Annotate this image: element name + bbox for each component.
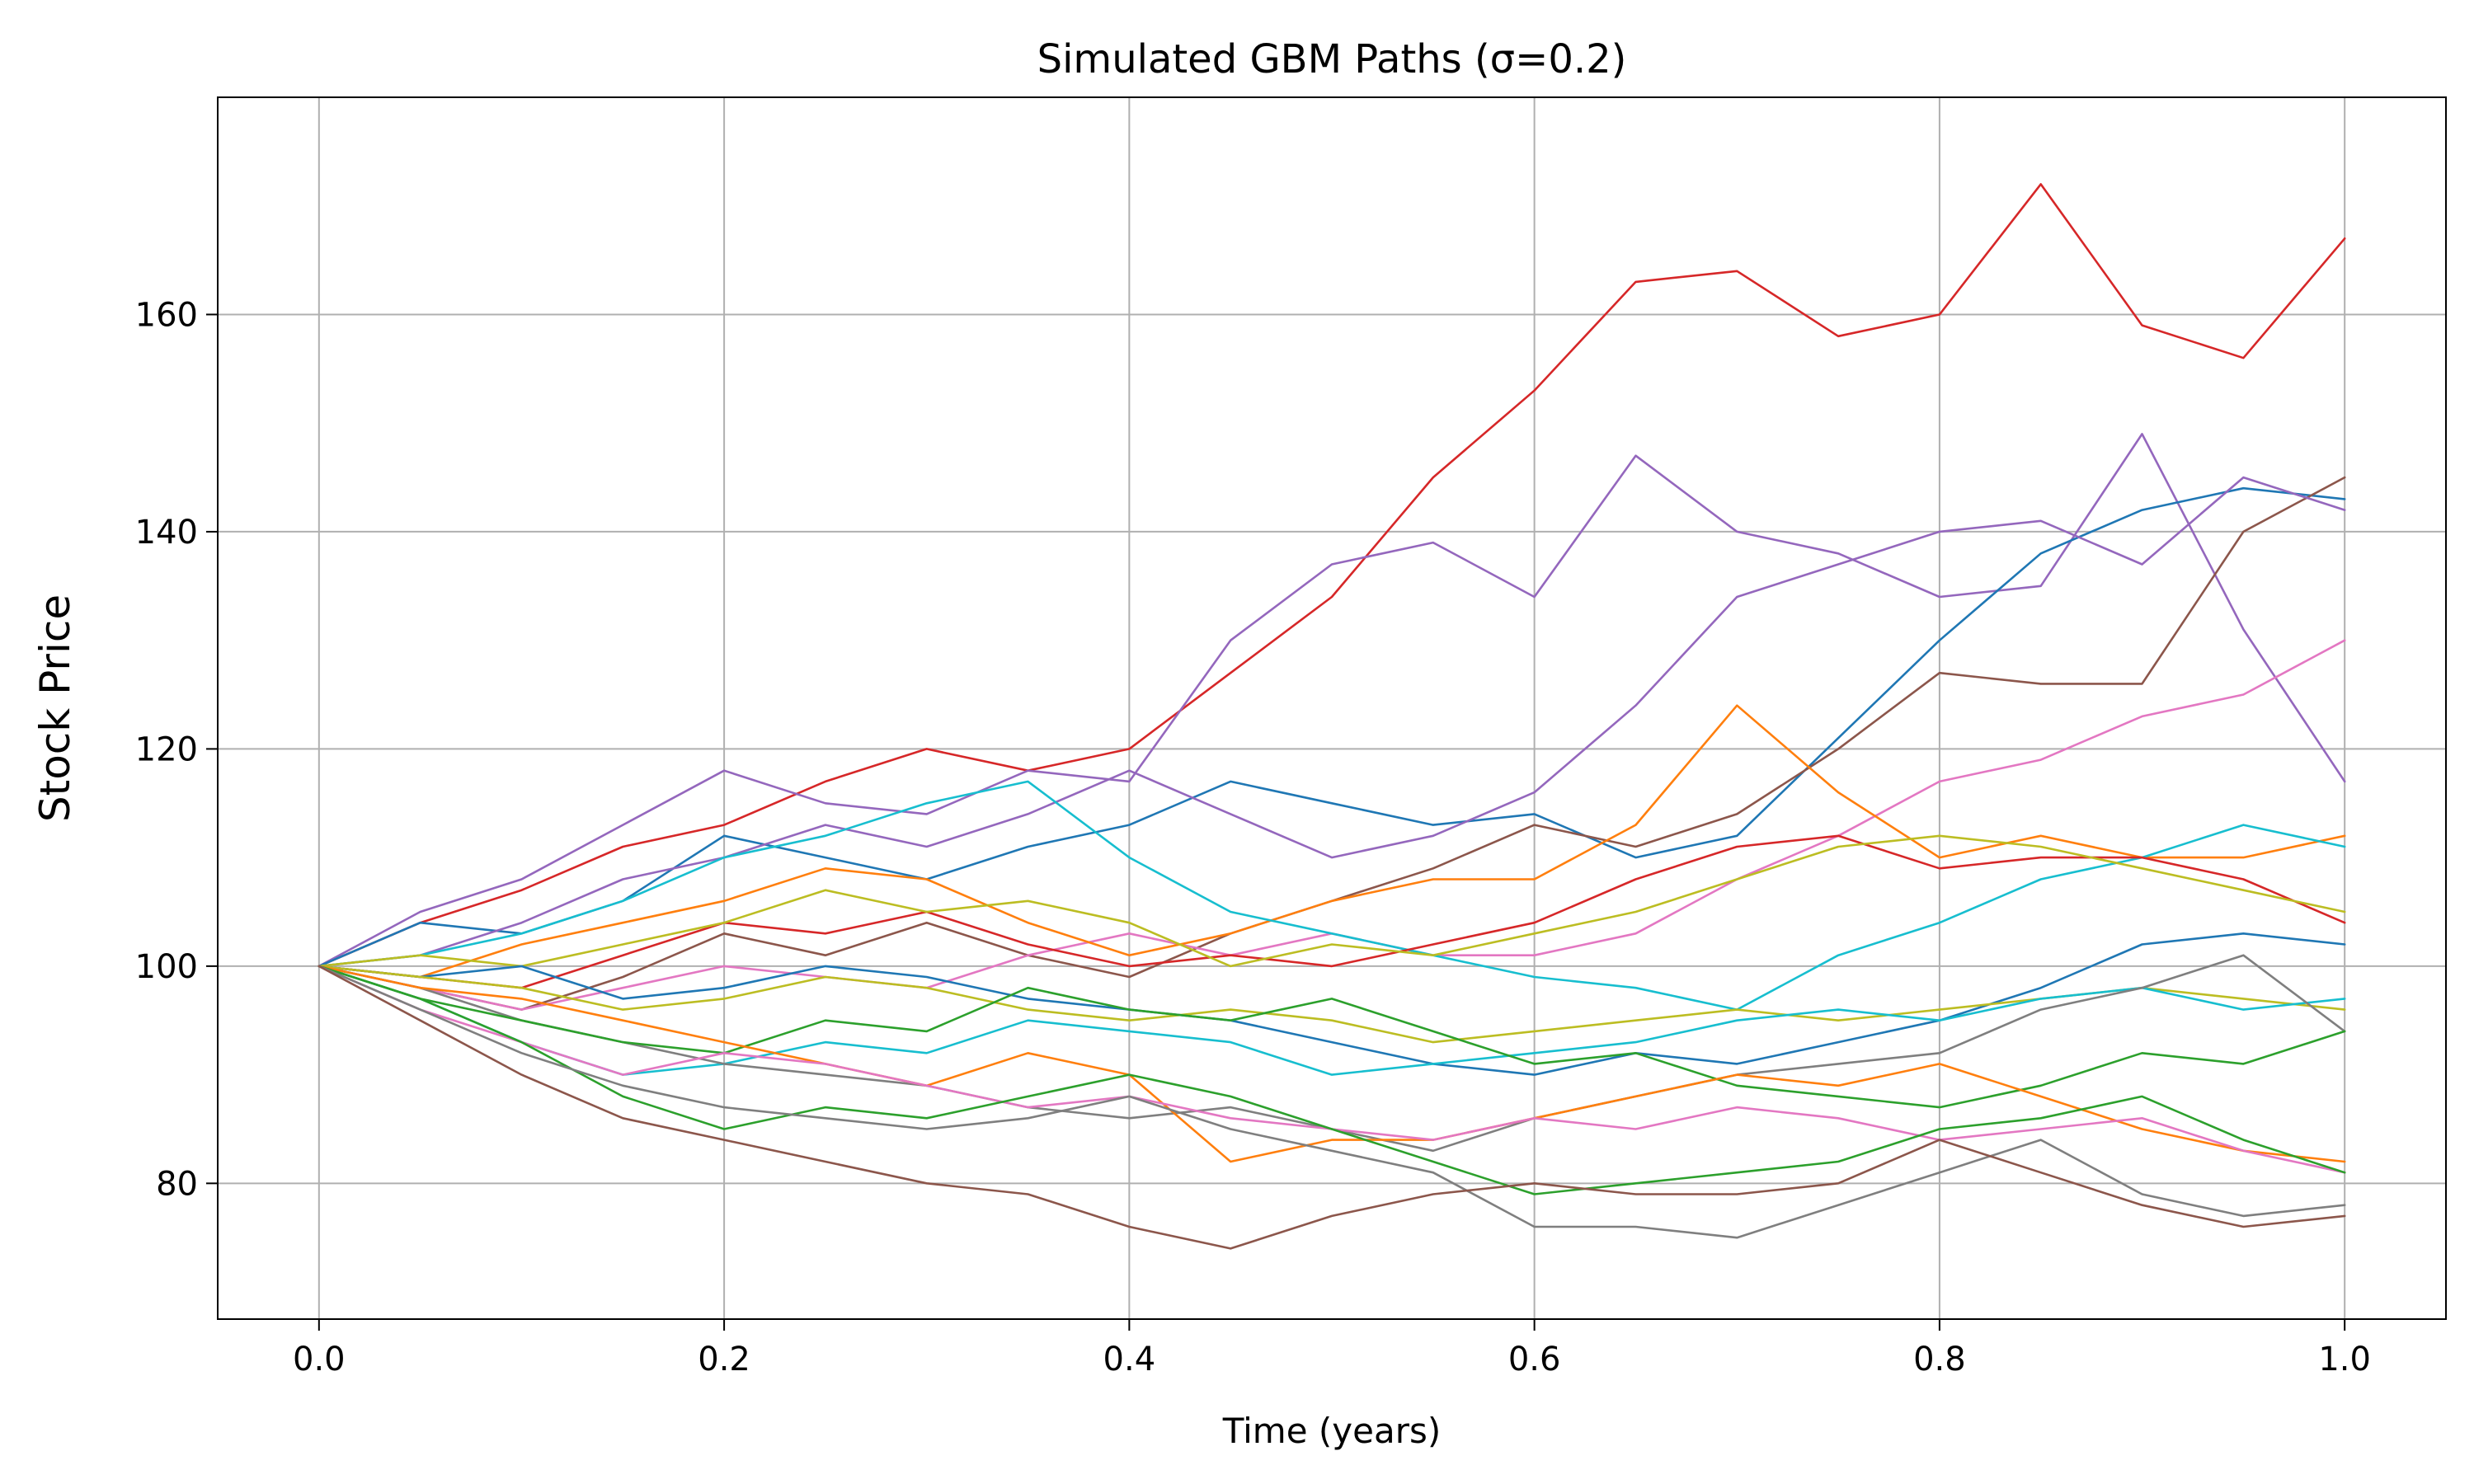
series-line-8: [317, 780, 2346, 1011]
x-tick-label: 0.2: [698, 1341, 750, 1378]
y-tick-label: 160: [135, 296, 198, 334]
x-tick-label: 0.6: [1508, 1341, 1561, 1378]
series-line-2: [317, 433, 2346, 968]
series-line-20: [317, 965, 2346, 1250]
y-tick-label: 80: [156, 1165, 198, 1203]
series-line-18: [317, 965, 2346, 1195]
chart-title: Simulated GBM Paths (σ=0.2): [1037, 36, 1627, 82]
series-line-13: [317, 965, 2346, 1076]
series-line-10: [317, 834, 2346, 968]
series-lines: [317, 183, 2346, 1250]
y-tick-label: 140: [135, 514, 198, 552]
series-line-1: [317, 183, 2346, 968]
grid-lines: [218, 97, 2446, 1319]
x-tick-label: 0.4: [1103, 1341, 1156, 1378]
series-line-12: [317, 965, 2346, 1044]
series-line-9: [317, 834, 2346, 989]
series-line-3: [317, 486, 2346, 968]
x-tick-label: 0.0: [293, 1341, 346, 1378]
series-line-19: [317, 965, 2346, 1239]
y-tick-label: 120: [135, 730, 198, 768]
x-tick-label: 1.0: [2318, 1341, 2371, 1378]
x-tick-label: 0.8: [1913, 1341, 1966, 1378]
series-line-5: [317, 476, 2346, 968]
y-axis-title: Stock Price: [31, 594, 79, 822]
series-line-15: [317, 965, 2346, 1109]
axes-ticks: 0.0 0.2 0.4 0.6 0.8 1.0 80 100 120 140 160: [135, 296, 2371, 1378]
series-line-11: [317, 932, 2346, 1076]
y-tick-label: 100: [135, 948, 198, 986]
series-line-16: [317, 965, 2346, 1163]
x-axis-title: Time (years): [1222, 1411, 1442, 1451]
plot-area-frame: [217, 96, 2447, 1320]
